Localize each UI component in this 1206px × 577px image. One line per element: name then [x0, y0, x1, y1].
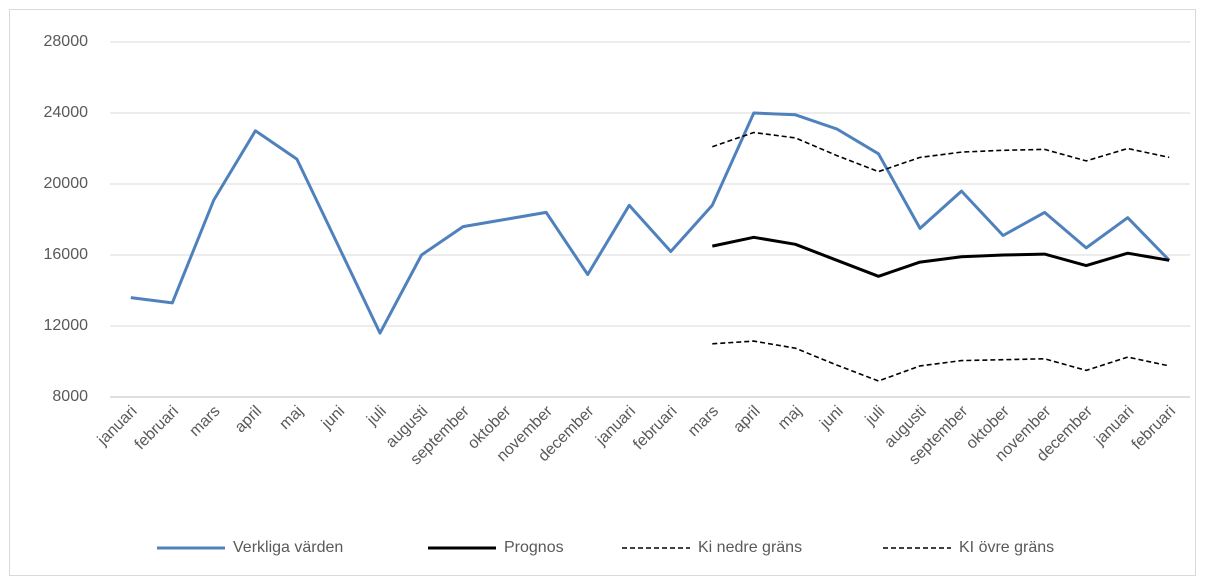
- legend-label: KI övre gräns: [959, 539, 1054, 556]
- series-line: [712, 340, 1170, 382]
- legend-label: Verkliga värden: [233, 539, 343, 556]
- series-line: [130, 111, 1171, 335]
- series-line: [712, 131, 1170, 173]
- series-line: [711, 235, 1170, 278]
- legend-label: Ki nedre gräns: [698, 539, 802, 556]
- y-tick-label: 28000: [44, 33, 89, 50]
- y-tick-label: 8000: [52, 388, 88, 405]
- y-tick-label: 24000: [44, 104, 89, 121]
- legend-label: Prognos: [504, 539, 564, 556]
- chart-border: [9, 9, 1196, 576]
- y-tick-label: 20000: [44, 175, 89, 192]
- y-tick-label: 16000: [44, 246, 89, 263]
- y-tick-label: 12000: [44, 317, 89, 334]
